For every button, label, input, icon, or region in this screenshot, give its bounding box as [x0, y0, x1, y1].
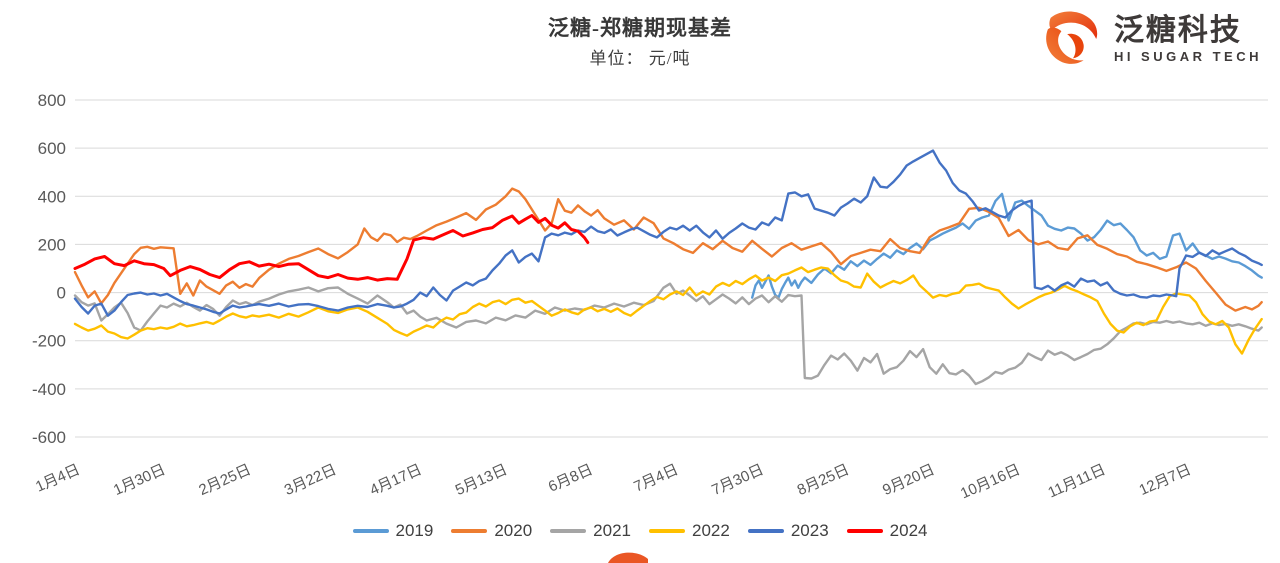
- x-axis-tick-label: 9月20日: [880, 461, 937, 499]
- series-line-2022: [73, 266, 1263, 355]
- y-axis-tick-label: -600: [32, 428, 66, 447]
- legend-item-2024[interactable]: 2024: [846, 521, 928, 541]
- series-line-2023: [73, 149, 1263, 317]
- legend-swatch-2021: [550, 529, 587, 533]
- y-axis-tick-label: 0: [57, 284, 66, 303]
- x-axis-tick-label: 4月17日: [367, 461, 424, 499]
- y-axis-tick-label: 600: [38, 139, 66, 158]
- y-axis-tick-label: 200: [38, 235, 66, 254]
- x-axis-tick-label: 7月4日: [631, 461, 681, 496]
- legend-swatch-2023: [747, 529, 784, 533]
- series-line-2019: [751, 192, 1263, 299]
- company-logo: 泛糖科技 HI SUGAR TECH: [1040, 10, 1262, 68]
- legend-item-2019[interactable]: 2019: [352, 521, 434, 541]
- y-axis-tick-label: 400: [38, 187, 66, 206]
- y-axis-tick-label: 800: [38, 91, 66, 110]
- chart-unit-subtitle: 单位： 元/吨: [589, 49, 691, 68]
- y-axis-tick-label: -200: [32, 332, 66, 351]
- chart-title: 泛糖-郑糖期现基差: [548, 16, 732, 40]
- x-axis-tick-label: 7月30日: [709, 461, 766, 499]
- chart-legend: 2019 2020 2021 2022 2023 2024: [0, 521, 1280, 541]
- y-axis-tick-label: -400: [32, 380, 66, 399]
- legend-swatch-2019: [352, 529, 389, 533]
- legend-item-2020[interactable]: 2020: [451, 521, 532, 541]
- logo-company-name: 泛糖科技: [1113, 13, 1242, 47]
- legend-swatch-2020: [451, 529, 488, 533]
- legend-label-2019: 2019: [395, 521, 434, 540]
- logo-swirl-icon: [1046, 11, 1098, 64]
- series-line-2021: [73, 282, 1263, 386]
- legend-label-2022: 2022: [692, 521, 730, 540]
- basis-line-chart: 800 600 400 200 0 -200 -400 -600 1月4日 1月30日 2月25日 3…: [32, 91, 1268, 502]
- x-axis-tick-label: 1月30日: [111, 461, 168, 499]
- x-axis-tick-label: 3月22日: [282, 461, 339, 499]
- legend-label-2021: 2021: [593, 521, 631, 540]
- x-axis-tick-label: 12月7日: [1137, 461, 1194, 499]
- x-axis-tick-label: 5月13日: [453, 461, 510, 499]
- x-axis-tick-label: 2月25日: [196, 461, 253, 499]
- partial-logo-watermark: [608, 552, 648, 563]
- series-line-2020: [73, 187, 1263, 312]
- x-axis-tick-label: 6月8日: [546, 461, 596, 496]
- logo-tagline: HI SUGAR TECH: [1113, 48, 1262, 64]
- series-line-2024: [73, 214, 590, 282]
- legend-item-2023[interactable]: 2023: [747, 521, 829, 541]
- legend-label-2023: 2023: [790, 521, 829, 540]
- legend-item-2021[interactable]: 2021: [550, 521, 631, 541]
- x-axis-tick-label: 1月4日: [33, 461, 83, 496]
- x-axis-tick-label: 8月25日: [795, 461, 852, 499]
- x-axis-tick-label: 11月11日: [1045, 461, 1108, 501]
- legend-label-2024: 2024: [889, 521, 928, 540]
- legend-item-2022[interactable]: 2022: [649, 521, 730, 541]
- legend-label-2020: 2020: [494, 521, 533, 540]
- legend-swatch-2024: [846, 529, 883, 533]
- legend-swatch-2022: [649, 529, 685, 533]
- x-axis-tick-label: 10月16日: [958, 461, 1023, 502]
